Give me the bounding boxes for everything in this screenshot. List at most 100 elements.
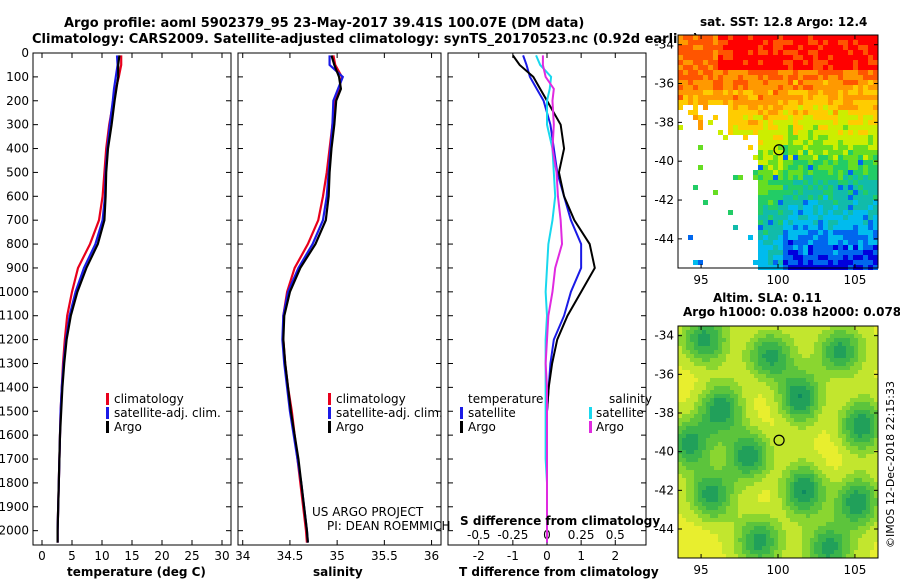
sla-cell: [826, 378, 830, 382]
sla-cell: [862, 446, 866, 450]
sla-cell: [742, 362, 746, 366]
sst-cell: [733, 105, 738, 110]
sst-cell: [848, 250, 853, 255]
sla-cell: [706, 478, 710, 482]
sla-cell: [870, 518, 874, 522]
sla-cell: [834, 434, 838, 438]
sst-cell: [773, 135, 778, 140]
sst-cell: [693, 50, 698, 55]
sla-cell: [790, 442, 794, 446]
sst-cell: [758, 230, 763, 235]
sst-cell: [843, 185, 848, 190]
sla-cell: [874, 426, 878, 430]
sst-cell: [808, 220, 813, 225]
sst-cell: [788, 180, 793, 185]
sst-cell: [858, 85, 863, 90]
sla-cell: [834, 390, 838, 394]
sst-cell: [803, 200, 808, 205]
sst-cell: [708, 85, 713, 90]
sla-cell: [810, 422, 814, 426]
sla-cell: [786, 510, 790, 514]
sst-cell: [788, 200, 793, 205]
sla-cell: [746, 418, 750, 422]
sst-cell: [808, 165, 813, 170]
sla-cell: [830, 406, 834, 410]
sla-cell: [706, 474, 710, 478]
sla-cell: [690, 346, 694, 350]
sla-cell: [866, 538, 870, 542]
sla-cell: [754, 510, 758, 514]
salinity-panel: 34 34.5 35 35.5 36: [235, 52, 442, 563]
sla-cell: [790, 414, 794, 418]
sla-cell: [710, 418, 714, 422]
sla-cell: [730, 342, 734, 346]
sla-cell: [810, 402, 814, 406]
map-frame: [677, 325, 879, 559]
sla-cell: [822, 514, 826, 518]
sla-cell: [770, 418, 774, 422]
sla-cell: [802, 474, 806, 478]
sla-cell: [842, 470, 846, 474]
sla-cell: [718, 526, 722, 530]
sla-cell: [814, 438, 818, 442]
sla-cell: [806, 366, 810, 370]
sla-cell: [714, 442, 718, 446]
sst-cell: [823, 260, 828, 265]
sla-cell: [754, 450, 758, 454]
sst-cell: [688, 35, 693, 40]
sla-cell: [822, 418, 826, 422]
sst-cell: [848, 55, 853, 60]
sla-cell: [810, 370, 814, 374]
sst-cell: [858, 110, 863, 115]
sst-cell: [708, 40, 713, 45]
sla-cell: [798, 386, 802, 390]
sst-cell: [803, 115, 808, 120]
sst-cell: [873, 220, 878, 225]
sst-cell: [758, 135, 763, 140]
sst-cell: [848, 85, 853, 90]
sla-cell: [786, 402, 790, 406]
sla-cell: [850, 342, 854, 346]
sst-cell: [798, 40, 803, 45]
sla-cell: [754, 546, 758, 550]
sst-cell: [863, 150, 868, 155]
sla-cell: [706, 366, 710, 370]
sst-cell: [848, 160, 853, 165]
sla-cell: [690, 450, 694, 454]
sst-cell: [768, 165, 773, 170]
sla-cell: [782, 374, 786, 378]
sst-cell: [873, 185, 878, 190]
sst-cell: [848, 210, 853, 215]
sst-cell: [813, 140, 818, 145]
sla-cell: [802, 386, 806, 390]
sst-cell: [778, 55, 783, 60]
sla-cell: [826, 526, 830, 530]
sla-cell: [850, 554, 854, 558]
sla-cell: [678, 414, 682, 418]
sst-cell: [733, 45, 738, 50]
sst-cell: [803, 220, 808, 225]
sst-cell: [793, 260, 798, 265]
sst-cell: [708, 45, 713, 50]
sla-cell: [790, 550, 794, 554]
sla-cell: [750, 386, 754, 390]
sla-cell: [822, 550, 826, 554]
sla-cell: [834, 398, 838, 402]
sla-cell: [874, 430, 878, 434]
sla-cell: [814, 358, 818, 362]
sla-cell: [830, 490, 834, 494]
sla-cell: [858, 538, 862, 542]
sla-cell: [858, 442, 862, 446]
sst-cell: [823, 190, 828, 195]
sst-cell: [723, 135, 728, 140]
sla-cell: [734, 466, 738, 470]
sst-cell: [838, 105, 843, 110]
sst-cell: [808, 50, 813, 55]
sla-cell: [822, 378, 826, 382]
sst-cell: [723, 75, 728, 80]
sla-cell: [682, 330, 686, 334]
sla-cell: [862, 462, 866, 466]
sla-cell: [798, 374, 802, 378]
sla-cell: [742, 334, 746, 338]
sst-cell: [783, 35, 788, 40]
